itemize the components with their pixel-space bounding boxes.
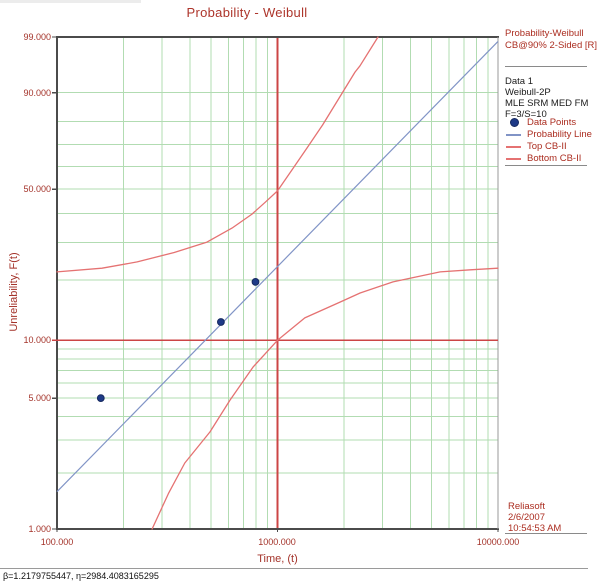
bottom-cb-curve: [151, 267, 499, 530]
x-tick-label: 1000.000: [258, 537, 296, 547]
legend-entry-data-points: Data Points: [505, 117, 600, 128]
fit-parameters-text: β=1.2179755447, η=2984.4083165295: [3, 571, 159, 581]
probability-line-swatch-icon: [505, 133, 524, 136]
legend-entry-bottom-cb: Bottom CB-II: [505, 153, 600, 164]
y-tick-label: 1.000: [28, 524, 51, 534]
y-tick-label: 99.000: [23, 32, 51, 42]
legend-separator-bottom: [505, 165, 587, 166]
legend-separator-top: [505, 66, 587, 67]
legend-entry-probability-line: Probability Line: [505, 129, 600, 140]
top-cb-swatch-icon: [505, 145, 524, 148]
x-tick-label: 10000.000: [476, 537, 520, 547]
legend-entry-top-cb: Top CB-II: [505, 141, 600, 152]
legend-method: MLE SRM MED FM: [505, 98, 589, 109]
data-point: [96, 394, 105, 403]
branding-time: 10:54:53 AM: [508, 523, 562, 534]
legend-model-name: Weibull-2P: [505, 87, 551, 98]
legend-entry-label: Data Points: [527, 117, 577, 128]
x-axis-title: Time, (t): [257, 553, 298, 565]
probability-line: [56, 40, 499, 493]
branding-date: 2/6/2007: [508, 512, 545, 523]
legend-dataset-name: Data 1: [505, 76, 533, 87]
branding-underline: [505, 533, 587, 534]
window-edge-artifact: [0, 0, 141, 3]
y-tick-label: 90.000: [23, 88, 51, 98]
branding-company: Reliasoft: [508, 501, 545, 512]
y-tick-label: 5.000: [28, 393, 51, 403]
bottom-cb-swatch-icon: [505, 157, 524, 160]
data-point: [217, 318, 225, 326]
legend-entry-label: Bottom CB-II: [527, 153, 582, 164]
legend-sample-info: F=3/S=10: [505, 109, 547, 120]
y-tick-label: 50.000: [23, 184, 51, 194]
chart-title: Probability - Weibull: [186, 5, 308, 20]
legend-entry-label: Probability Line: [527, 129, 592, 140]
legend-header-line2: CB@90% 2-Sided [R]: [505, 40, 598, 51]
data-point: [251, 278, 260, 286]
top-cb-curve: [56, 36, 379, 273]
footer-rule: [0, 568, 588, 569]
legend-header-line1: Probability-Weibull: [505, 28, 584, 39]
y-tick-label: 10.000: [23, 335, 51, 345]
data-points-marker-icon: [505, 118, 524, 127]
x-tick-label: 100.000: [40, 537, 74, 547]
legend-entry-label: Top CB-II: [527, 141, 567, 152]
